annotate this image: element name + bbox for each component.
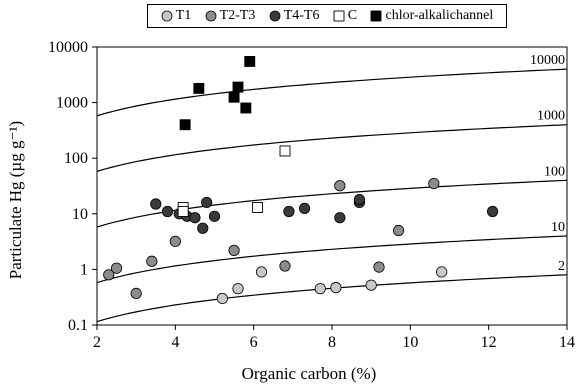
- x-tick-label: 10: [402, 334, 418, 351]
- point-T2-T3: [130, 287, 142, 300]
- point-T2-T3: [428, 177, 440, 190]
- point-T4-T6: [283, 205, 295, 218]
- point-T2-T3: [110, 262, 123, 274]
- reference-curve-label: 2: [558, 259, 565, 274]
- legend-marker: [269, 10, 281, 22]
- point-T2-T3: [373, 261, 385, 273]
- point-C: [279, 145, 291, 157]
- reference-curve-10000: [97, 68, 567, 117]
- point-T4-T6: [353, 194, 366, 206]
- legend-marker: [161, 10, 173, 22]
- point-T1: [255, 266, 268, 278]
- reference-curve-label: 10000: [530, 53, 565, 68]
- point-T1: [216, 292, 228, 305]
- point-chlor-alkalichannel: [232, 81, 244, 93]
- x-tick-label: 14: [559, 334, 575, 351]
- x-axis-label: Organic carbon (%): [241, 364, 377, 383]
- point-T2-T3: [279, 260, 291, 272]
- point-T4-T6: [298, 202, 311, 215]
- reference-curve-label: 10: [551, 220, 565, 235]
- y-tick-label: 1000: [56, 95, 88, 112]
- legend-label: T1: [175, 8, 192, 23]
- point-T2-T3: [103, 269, 115, 281]
- x-tick-label: 8: [328, 334, 336, 351]
- axis-ticks: 2 4 6 8 10 12 14 0.1 1 10 100 1000 10000: [48, 39, 575, 351]
- reference-curve-1000: [97, 124, 567, 172]
- point-T2-T3: [146, 255, 158, 267]
- x-tick-label: 12: [481, 334, 497, 351]
- point-T4-T6: [189, 212, 201, 224]
- legend-label: T2-T3: [219, 8, 256, 23]
- legend-marker: [333, 10, 345, 22]
- y-tick-label: 10000: [48, 39, 88, 56]
- point-T4-T6: [161, 205, 174, 218]
- point-C: [177, 206, 189, 217]
- reference-curve-label: 1000: [537, 109, 565, 124]
- point-chlor-alkalichannel: [179, 119, 191, 131]
- point-T4-T6: [486, 205, 499, 218]
- point-T2-T3: [228, 244, 240, 256]
- point-T2-T3: [392, 224, 405, 237]
- legend-item: T4-T6: [269, 8, 320, 24]
- y-tick-label: 100: [64, 150, 88, 167]
- data-points: [103, 55, 499, 305]
- legend-label: C: [347, 8, 358, 23]
- point-T1: [232, 283, 244, 295]
- point-T2-T3: [334, 180, 346, 192]
- point-chlor-alkalichannel: [240, 102, 252, 114]
- reference-curve-label: 100: [544, 164, 565, 179]
- point-T1: [330, 282, 342, 294]
- x-tick-label: 4: [171, 334, 179, 351]
- y-tick-label: 1: [80, 261, 88, 278]
- plot-frame: [96, 46, 568, 326]
- point-T2-T3: [169, 235, 181, 247]
- reference-curves: 2 10 100 1000 10000: [97, 53, 567, 323]
- x-tick-label: 2: [93, 334, 101, 351]
- point-T4-T6: [150, 198, 162, 210]
- point-chlor-alkalichannel: [193, 82, 205, 94]
- legend-item: C: [333, 8, 357, 24]
- point-T4-T6: [197, 222, 209, 234]
- legend-marker: [205, 10, 216, 22]
- legend-label: chlor-alkalichannel: [385, 8, 494, 23]
- legend-item: T1: [161, 8, 192, 24]
- point-T1: [314, 283, 326, 295]
- point-T4-T6: [201, 196, 213, 209]
- point-chlor-alkalichannel: [228, 91, 240, 103]
- reference-curve-2: [97, 274, 567, 323]
- x-tick-label: 6: [250, 334, 258, 351]
- legend-item: chlor-alkalichannel: [370, 8, 493, 24]
- reference-curve-100: [97, 179, 567, 228]
- point-T1: [436, 266, 448, 278]
- legend-marker: [371, 10, 382, 22]
- y-tick-label: 10: [72, 206, 88, 223]
- point-T4-T6: [334, 212, 346, 224]
- y-axis-label: Particulate Hg (µg g⁻¹): [6, 120, 25, 280]
- legend-label: T4-T6: [283, 8, 320, 23]
- reference-curve-10: [97, 235, 567, 284]
- point-T1: [365, 279, 377, 291]
- y-tick-label: 0.1: [68, 317, 88, 334]
- legend-item: T2-T3: [205, 8, 256, 24]
- point-chlor-alkalichannel: [244, 55, 256, 67]
- point-T4-T6: [208, 210, 221, 222]
- point-C: [252, 202, 264, 213]
